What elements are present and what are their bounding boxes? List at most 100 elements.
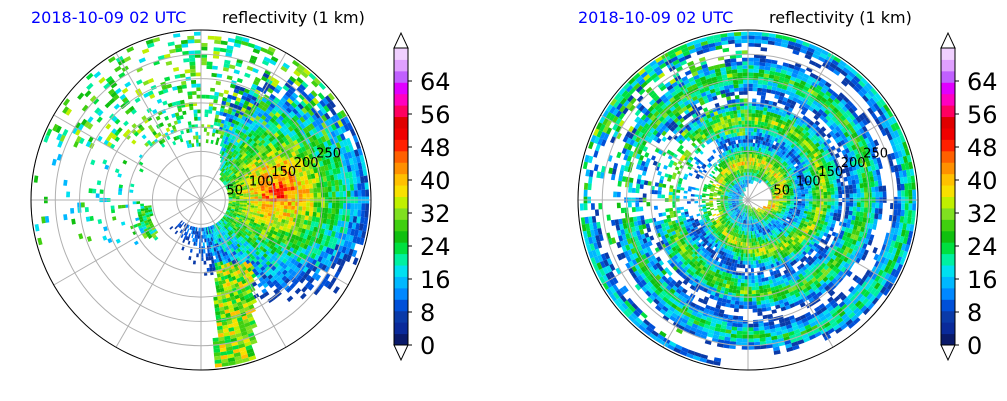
reflectivity-cell xyxy=(141,210,146,214)
reflectivity-cell xyxy=(338,179,343,186)
reflectivity-cell xyxy=(244,269,250,275)
reflectivity-cell xyxy=(298,83,306,91)
reflectivity-cell xyxy=(788,187,793,191)
reflectivity-cell xyxy=(243,204,247,207)
reflectivity-cell xyxy=(773,172,777,177)
reflectivity-cell xyxy=(779,169,784,173)
reflectivity-cell xyxy=(276,264,283,271)
reflectivity-cell xyxy=(751,227,754,232)
reflectivity-cell xyxy=(173,67,180,72)
reflectivity-cell xyxy=(713,259,718,265)
reflectivity-cell xyxy=(216,322,223,327)
reflectivity-cell xyxy=(815,189,820,193)
reflectivity-cell xyxy=(767,264,772,269)
reflectivity-cell xyxy=(752,215,755,220)
reflectivity-cell xyxy=(185,140,190,145)
reflectivity-cell xyxy=(765,234,769,239)
reflectivity-cell xyxy=(786,195,791,198)
reflectivity-cell xyxy=(716,183,721,187)
reflectivity-cell xyxy=(358,169,364,177)
reflectivity-cell xyxy=(298,193,303,198)
reflectivity-cell xyxy=(214,39,222,45)
reflectivity-cell xyxy=(257,112,263,118)
reflectivity-cell xyxy=(145,230,150,235)
reflectivity-cell xyxy=(690,217,695,222)
reflectivity-cell xyxy=(745,183,747,188)
reflectivity-cell xyxy=(740,194,744,197)
reflectivity-cell xyxy=(776,235,781,240)
reflectivity-cell xyxy=(283,172,289,177)
reflectivity-cell xyxy=(320,239,326,246)
reflectivity-cell xyxy=(297,167,303,173)
reflectivity-cell xyxy=(291,234,297,240)
reflectivity-cell xyxy=(725,191,729,194)
reflectivity-cell xyxy=(313,248,319,255)
reflectivity-cell xyxy=(745,142,748,147)
reflectivity-cell xyxy=(244,214,249,218)
reflectivity-cell xyxy=(226,282,231,287)
reflectivity-cell xyxy=(721,230,726,235)
reflectivity-cell xyxy=(273,120,279,127)
reflectivity-cell xyxy=(237,281,243,287)
reflectivity-cell xyxy=(301,286,308,293)
reflectivity-cell xyxy=(816,192,820,196)
reflectivity-cell xyxy=(744,187,746,192)
reflectivity-cell xyxy=(313,145,319,152)
reflectivity-cell xyxy=(259,213,264,218)
reflectivity-cell xyxy=(779,246,784,251)
reflectivity-cell xyxy=(80,118,88,126)
reflectivity-cell xyxy=(227,163,232,168)
reflectivity-cell xyxy=(321,223,327,230)
reflectivity-cell xyxy=(236,243,241,248)
reflectivity-cell xyxy=(295,172,300,178)
reflectivity-cell xyxy=(290,186,295,191)
reflectivity-cell xyxy=(324,273,331,281)
reflectivity-cell xyxy=(141,223,146,228)
reflectivity-cell xyxy=(202,235,205,239)
reflectivity-cell xyxy=(287,88,294,96)
reflectivity-cell xyxy=(731,214,735,219)
reflectivity-cell xyxy=(148,209,153,213)
reflectivity-cell xyxy=(728,203,732,206)
reflectivity-cell xyxy=(293,127,300,134)
reflectivity-cell xyxy=(208,230,212,234)
reflectivity-cell xyxy=(209,95,215,100)
reflectivity-cell xyxy=(228,155,233,160)
reflectivity-cell xyxy=(265,134,271,140)
reflectivity-cell xyxy=(724,196,728,198)
reflectivity-cell xyxy=(258,193,262,197)
reflectivity-cell xyxy=(300,214,306,220)
reflectivity-cell xyxy=(233,170,238,175)
reflectivity-cell xyxy=(681,226,687,231)
reflectivity-cell xyxy=(753,165,756,170)
reflectivity-cell xyxy=(285,167,291,172)
reflectivity-cell xyxy=(238,208,243,212)
reflectivity-cell xyxy=(349,184,355,191)
reflectivity-cell xyxy=(745,268,748,273)
reflectivity-cell xyxy=(257,282,263,288)
reflectivity-cell xyxy=(215,266,219,271)
reflectivity-cell xyxy=(775,244,780,249)
reflectivity-cell xyxy=(327,180,332,187)
reflectivity-cell xyxy=(769,135,774,140)
reflectivity-cell xyxy=(775,196,780,199)
reflectivity-cell xyxy=(716,213,721,217)
reflectivity-cell xyxy=(744,208,747,213)
reflectivity-cell xyxy=(303,175,309,181)
reflectivity-cell xyxy=(763,152,767,157)
reflectivity-cell xyxy=(727,254,732,259)
reflectivity-cell xyxy=(220,223,224,228)
reflectivity-cell xyxy=(247,275,254,281)
reflectivity-cell xyxy=(782,194,787,197)
reflectivity-cell xyxy=(799,182,804,186)
reflectivity-cell xyxy=(796,211,801,215)
reflectivity-cell xyxy=(754,177,757,182)
reflectivity-cell xyxy=(131,139,137,145)
reflectivity-cell xyxy=(227,208,231,211)
reflectivity-cell xyxy=(805,168,810,173)
reflectivity-cell xyxy=(725,219,729,223)
reflectivity-cell xyxy=(224,144,229,149)
reflectivity-cell xyxy=(255,115,261,121)
reflectivity-cell xyxy=(738,185,742,190)
reflectivity-cell xyxy=(776,160,781,165)
